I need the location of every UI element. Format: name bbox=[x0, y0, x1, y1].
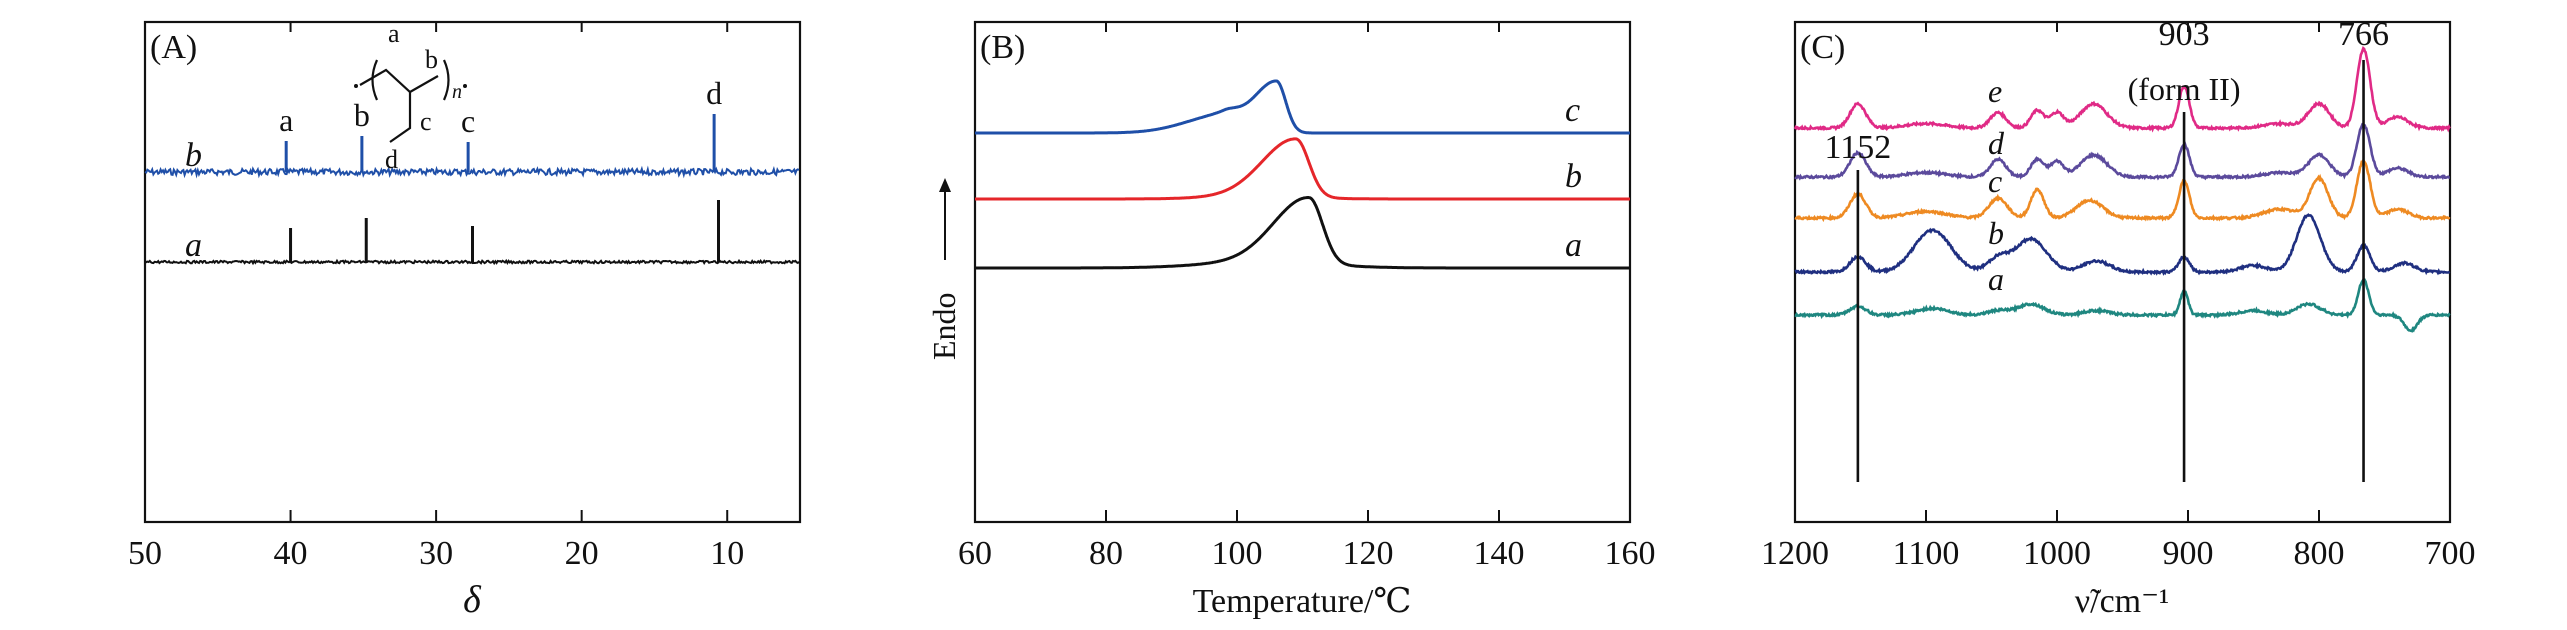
nmr-baseline-a bbox=[144, 258, 800, 266]
series-label-b: b bbox=[1565, 158, 1582, 195]
panel-a-xtick-label: 40 bbox=[274, 535, 308, 572]
panel-c-xlabel: ν̃/cm⁻¹ bbox=[2075, 583, 2170, 620]
ir-spectrum-b bbox=[1794, 213, 2451, 276]
structure-bracket-right bbox=[442, 59, 450, 101]
panel-b-xtick-label: 60 bbox=[958, 535, 992, 572]
panel-b-xtick-label: 160 bbox=[1605, 535, 1656, 572]
series-label-e: e bbox=[1988, 73, 2002, 109]
series-label-a: a bbox=[185, 227, 202, 264]
panel-b-label: (B) bbox=[980, 29, 1025, 66]
nmr-peak-label: a bbox=[279, 102, 293, 138]
panel-a-xlabel: δ bbox=[463, 579, 482, 621]
structure-label-n: n bbox=[452, 81, 462, 103]
dsc-curve-a bbox=[975, 196, 1630, 270]
panel-a-xtick-label: 20 bbox=[565, 535, 599, 572]
dsc-curve-b bbox=[975, 137, 1630, 201]
ir-spectrum-d bbox=[1794, 122, 2451, 181]
panel-b-xtick-label: 120 bbox=[1343, 535, 1394, 572]
panel-a-ticks: 50 40 30 20 10 bbox=[128, 22, 744, 572]
panel-a-frame bbox=[143, 20, 802, 524]
panel-b-xtick-label: 100 bbox=[1212, 535, 1263, 572]
nmr-peak-label: c bbox=[461, 103, 475, 139]
series-label-a: a bbox=[1565, 227, 1582, 264]
panel-c-ticks: 1200 1100 1000 900 800 700 bbox=[1761, 22, 2476, 572]
ir-spectrum-a bbox=[1794, 277, 2451, 333]
panel-b-xlabel: Temperature/℃ bbox=[1193, 583, 1412, 620]
nmr-baseline-b bbox=[144, 165, 800, 179]
nmr-peak-label: b bbox=[354, 97, 370, 133]
series-label-d: d bbox=[1988, 125, 2005, 161]
panel-b-xtick-label: 140 bbox=[1474, 535, 1525, 572]
panel-c-xtick-label: 1200 bbox=[1761, 535, 1829, 572]
panel-c-marker-lines: 1152 903 (form II) 766 bbox=[1825, 16, 2389, 482]
structure-label-b: b bbox=[425, 45, 438, 74]
panel-c-xtick-label: 1100 bbox=[1893, 535, 1960, 572]
marker-label-903: 903 bbox=[2159, 16, 2210, 53]
ir-spectrum-e bbox=[1793, 45, 2451, 133]
panel-a-xtick-label: 30 bbox=[419, 535, 453, 572]
panel-b-ylabel: Endo bbox=[926, 292, 962, 360]
structure-dot-left bbox=[354, 84, 358, 88]
endo-indicator: Endo bbox=[926, 178, 962, 360]
panel-c-xtick-label: 1000 bbox=[2023, 535, 2091, 572]
panel-c-xtick-label: 800 bbox=[2294, 535, 2345, 572]
structure-sidechain bbox=[389, 92, 412, 143]
panel-c-label: (C) bbox=[1800, 29, 1845, 66]
marker-label-1152: 1152 bbox=[1825, 129, 1892, 166]
panel-b-frame bbox=[973, 20, 1632, 524]
panel-a-label: (A) bbox=[150, 29, 197, 66]
marker-sublabel: (form II) bbox=[2128, 71, 2241, 107]
structure-bracket-left bbox=[371, 59, 379, 101]
ir-spectrum-c bbox=[1794, 158, 2451, 223]
series-label-c: c bbox=[1565, 92, 1580, 129]
panel-a-xtick-label: 50 bbox=[128, 535, 162, 572]
polymer-structure: a b c d n bbox=[354, 19, 467, 174]
series-label-b: b bbox=[1988, 215, 2004, 251]
panel-c-xtick-label: 900 bbox=[2163, 535, 2214, 572]
structure-label-c: c bbox=[420, 107, 432, 136]
panel-b-ticks: 60 80 100 120 140 160 bbox=[958, 22, 1656, 572]
panel-a-xtick-label: 10 bbox=[710, 535, 744, 572]
structure-label-a: a bbox=[388, 19, 400, 48]
nmr-peak-label: d bbox=[706, 75, 722, 111]
structure-label-d: d bbox=[385, 145, 398, 174]
endo-arrow-icon bbox=[939, 178, 951, 192]
panel-b-xtick-label: 80 bbox=[1089, 535, 1123, 572]
series-label-b: b bbox=[185, 137, 202, 174]
marker-label-766: 766 bbox=[2338, 16, 2389, 53]
dsc-curve-c bbox=[975, 79, 1630, 135]
panel-c-xtick-label: 700 bbox=[2425, 535, 2476, 572]
series-label-c: c bbox=[1988, 163, 2002, 199]
series-label-a: a bbox=[1988, 261, 2004, 297]
structure-dot-right bbox=[463, 84, 467, 88]
panel-b-series: cba bbox=[975, 79, 1630, 270]
panel-b: (B) 60 80 100 120 140 160 cba Endo Temperatur… bbox=[926, 20, 1656, 620]
